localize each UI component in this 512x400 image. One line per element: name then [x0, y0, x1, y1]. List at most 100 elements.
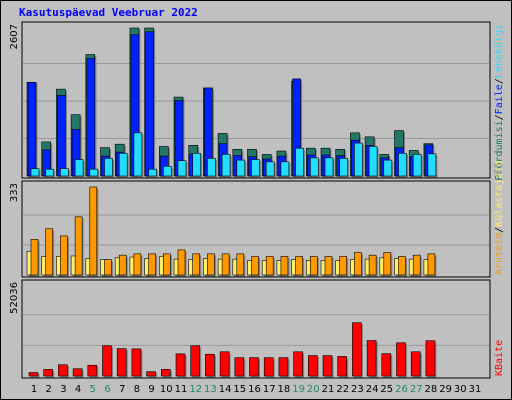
bar-lehekülgi-day-3: [60, 168, 69, 177]
x-tick-label-day-23: 23: [351, 384, 364, 395]
bar-lehekülgi-day-28: [427, 153, 437, 177]
top-legend-entry-3: /: [494, 78, 505, 84]
bar-aruteid-day-19: [295, 256, 303, 276]
bar-aruteid-day-15: [236, 253, 245, 276]
bar-kbaite-day-21: [322, 355, 333, 377]
bar-lehekülgi-day-16: [251, 159, 260, 177]
bar-kbaite-day-15: [234, 357, 245, 377]
bar-aruteid-day-18: [280, 256, 289, 276]
bar-lehekülgi-day-19: [295, 147, 304, 177]
bar-aruteid-day-17: [265, 256, 274, 276]
x-tick-label-day-27: 27: [410, 384, 423, 395]
bar-kbaite-day-16: [249, 357, 259, 377]
bar-kbaite-day-9: [146, 371, 156, 377]
x-tick-label-day-20: 20: [307, 384, 320, 395]
x-tick-label-day-24: 24: [366, 384, 379, 395]
bar-kbaite-day-24: [366, 340, 377, 377]
bar-lehekülgi-day-6: [104, 158, 113, 177]
bar-aruteid-day-28: [427, 253, 436, 276]
x-tick-label-day-19: 19: [292, 384, 305, 395]
bar-lehekülgi-day-10: [163, 166, 172, 177]
x-tick-label-day-8: 8: [134, 384, 140, 395]
bar-kbaite-day-27: [410, 351, 421, 377]
bar-lehekülgi-day-8: [133, 132, 143, 177]
bar-lehekülgi-day-13: [207, 158, 216, 177]
bar-kbaite-day-11: [175, 353, 186, 377]
x-tick-label-day-17: 17: [263, 384, 276, 395]
x-tick-label-day-7: 7: [119, 384, 125, 395]
middle-legend: Aruteid/Külastajaid: [494, 161, 505, 275]
x-tick-label-day-9: 9: [148, 384, 154, 395]
bar-kbaite-day-6: [102, 345, 112, 377]
bar-lehekülgi-day-5: [89, 168, 99, 177]
bottom-y-max-label: 52036: [9, 282, 20, 314]
bar-aruteid-day-27: [412, 254, 421, 276]
middle-panel-border: [21, 180, 491, 278]
top-legend-entry-2: Faile: [494, 84, 505, 114]
chart-title: Kasutuspäevad Veebruar 2022: [19, 6, 198, 19]
bar-kbaite-day-17: [263, 357, 274, 377]
bar-aruteid-day-23: [354, 252, 362, 276]
bar-aruteid-day-6: [104, 259, 112, 276]
bar-lehekülgi-day-27: [412, 154, 422, 177]
middle-legend-entry-0: Aruteid: [494, 233, 505, 275]
x-tick-label-day-6: 6: [104, 384, 110, 395]
bar-lehekülgi-day-26: [398, 152, 407, 177]
bar-kbaite-day-26: [396, 342, 406, 377]
bar-aruteid-day-12: [192, 253, 200, 276]
bar-faile-day-1: [27, 82, 37, 177]
bar-aruteid-day-25: [383, 252, 392, 276]
top-legend-entry-0: Pöördumisi: [494, 120, 505, 180]
top-legend: Pöördumisi/Faile/Lehekülgi: [494, 24, 505, 181]
bar-aruteid-day-14: [221, 253, 230, 276]
bar-aruteid-day-8: [133, 253, 142, 276]
bar-lehekülgi-day-11: [177, 160, 187, 177]
bar-aruteid-day-4: [74, 216, 83, 276]
bar-aruteid-day-2: [45, 228, 54, 276]
bar-aruteid-day-22: [339, 256, 348, 276]
x-tick-label-day-5: 5: [90, 384, 96, 395]
x-tick-label-day-16: 16: [248, 384, 261, 395]
x-tick-label-day-22: 22: [336, 384, 349, 395]
bar-aruteid-day-11: [177, 249, 186, 276]
bar-faile-day-5: [86, 58, 96, 177]
bar-aruteid-day-13: [207, 253, 215, 276]
bar-lehekülgi-day-22: [339, 158, 349, 177]
bar-lehekülgi-day-24: [368, 146, 378, 177]
bar-kbaite-day-4: [72, 368, 83, 377]
bar-lehekülgi-day-9: [148, 168, 157, 177]
x-tick-label-day-18: 18: [278, 384, 291, 395]
x-tick-label-day-31: 31: [469, 384, 482, 395]
bar-kbaite-day-19: [293, 351, 303, 377]
top-legend-entry-4: Lehekülgi: [494, 24, 505, 78]
bar-aruteid-day-10: [163, 253, 171, 276]
middle-y-max-label: 333: [9, 183, 20, 202]
bar-kbaite-day-18: [278, 357, 289, 377]
x-tick-label-day-10: 10: [160, 384, 173, 395]
bar-faile-day-3: [57, 95, 66, 177]
bar-kbaite-day-3: [58, 364, 68, 377]
x-tick-label-day-21: 21: [322, 384, 335, 395]
bar-kbaite-day-12: [190, 345, 200, 377]
x-tick-label-day-15: 15: [233, 384, 246, 395]
bar-kbaite-day-5: [87, 364, 98, 377]
bar-kbaite-day-14: [219, 351, 230, 377]
x-tick-label-day-14: 14: [219, 384, 232, 395]
x-tick-label-day-26: 26: [395, 384, 408, 395]
bar-kbaite-day-1: [28, 372, 39, 377]
bottom-panel-border: [21, 279, 491, 379]
bar-lehekülgi-day-2: [45, 168, 55, 177]
x-tick-label-day-25: 25: [380, 384, 393, 395]
top-panel-border: [21, 21, 491, 179]
top-y-max-label: 2607: [9, 24, 20, 49]
x-tick-label-day-3: 3: [60, 384, 66, 395]
bar-kbaite-day-7: [116, 348, 127, 377]
bar-aruteid-day-3: [60, 235, 68, 276]
x-tick-label-day-30: 30: [454, 384, 467, 395]
bar-lehekülgi-day-14: [221, 154, 231, 177]
x-tick-label-day-1: 1: [31, 384, 37, 395]
middle-legend-entry-2: Külastajaid: [494, 161, 505, 227]
bar-lehekülgi-day-20: [309, 157, 319, 177]
